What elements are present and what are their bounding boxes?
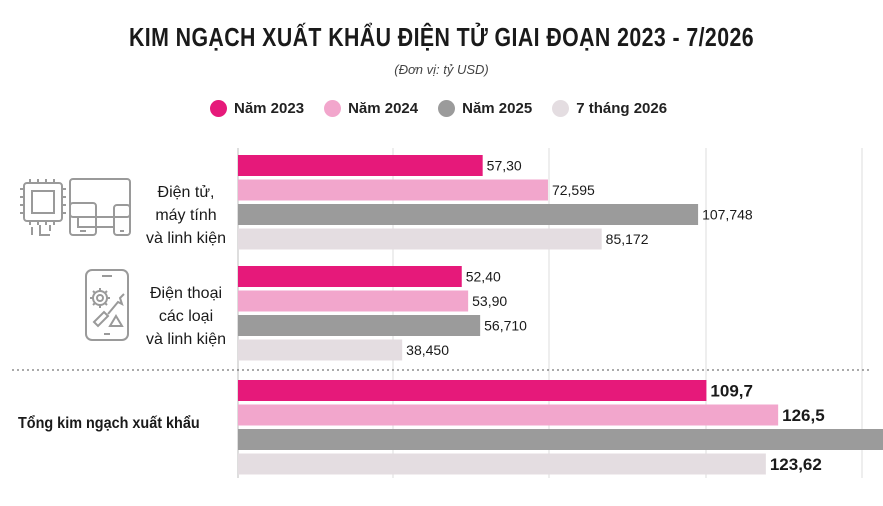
phone-repair-icon [85,269,129,341]
legend-item-2023: Năm 2023 [210,99,305,117]
category-label-line: Điện thoại [149,285,223,302]
data-label: 52,40 [466,269,501,285]
legend-swatch [210,99,227,117]
bar [238,453,766,475]
data-label: 109,7 [710,382,753,401]
legend-label: Năm 2025 [462,99,533,117]
category-label-line: Điện tử, [157,184,215,201]
bar [238,290,469,312]
legend-item-2025: Năm 2025 [438,99,533,117]
bar [238,204,699,225]
data-label: 107,748 [702,207,753,223]
bar [238,315,481,336]
legend-label: 7 tháng 2026 [576,99,668,117]
bar [238,179,548,201]
legend-item-2026: 7 tháng 2026 [552,99,668,117]
data-label: 126,5 [782,406,825,425]
legend-label: Năm 2023 [234,99,305,117]
data-label: 57,30 [487,158,522,174]
bar [238,380,707,401]
legend-item-2024: Năm 2024 [324,99,419,117]
bar [238,429,883,450]
bar [238,339,403,361]
bar [238,266,462,287]
data-label: 38,450 [406,342,449,358]
legend-swatch [324,99,342,117]
category-label-line: máy tính [155,207,217,224]
category-label-line: các loại [158,308,214,325]
legend-label: Năm 2024 [348,99,419,117]
chart-title: KIM NGẠCH XUẤT KHẨU ĐIỆN TỬ GIAI ĐOẠN 20… [128,22,754,52]
legend-swatch [438,99,456,117]
category-label-total: Tổng kim ngạch xuất khẩu [18,412,207,435]
category-label-electronics: Điện tử, máy tính và linh kiện [140,181,232,250]
category-label-line: và linh kiện [145,331,227,348]
category-label-phones: Điện thoại các loại và linh kiện [140,282,232,351]
data-label: 56,710 [484,318,527,334]
data-label: 123,62 [770,455,822,474]
category-label-line: Tổng kim ngạch xuất khẩu [18,415,200,432]
data-label: 85,172 [606,231,649,247]
chart-subtitle: (Đơn vị: tỷ USD) [394,62,489,77]
bar [238,404,779,426]
bar [238,155,483,176]
bar [238,228,602,250]
computer-devices-icon [20,178,131,236]
legend-swatch [552,99,570,117]
data-label: 53,90 [472,293,507,309]
data-label: 72,595 [552,182,595,198]
category-label-line: và linh kiện [145,230,227,247]
legend: Năm 2023 Năm 2024 Năm 2025 7 tháng 2026 [210,95,667,121]
